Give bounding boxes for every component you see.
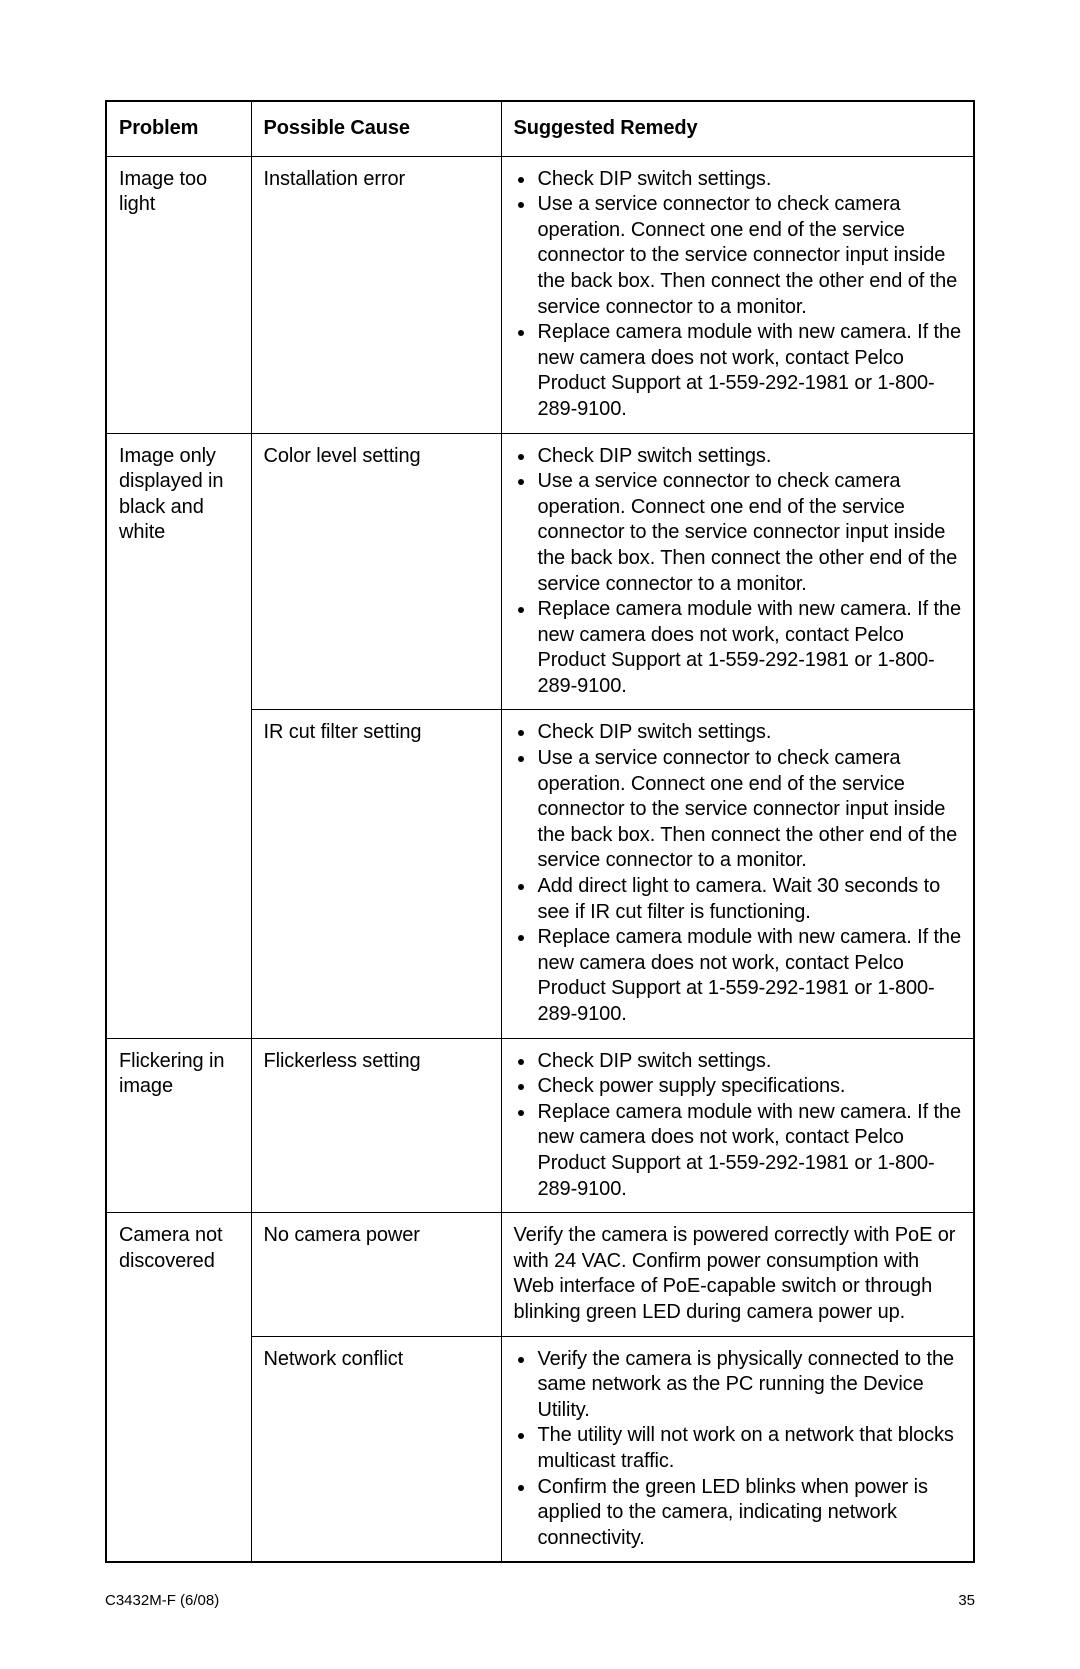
remedy-list-item: Verify the camera is physically connecte… — [536, 1347, 962, 1424]
remedy-list-item: Use a service connector to check camera … — [536, 192, 962, 320]
cell-cause: Flickerless setting — [251, 1038, 501, 1213]
remedy-list: Check DIP switch settings.Check power su… — [514, 1049, 962, 1203]
remedy-list-item: Check DIP switch settings. — [536, 444, 962, 470]
cell-problem: Camera not discovered — [106, 1213, 251, 1563]
table-row: Flickering in imageFlickerless settingCh… — [106, 1038, 974, 1213]
cell-cause: Installation error — [251, 156, 501, 433]
remedy-list-item: Use a service connector to check camera … — [536, 746, 962, 874]
remedy-list: Check DIP switch settings.Use a service … — [514, 167, 962, 423]
remedy-list-item: Replace camera module with new camera. I… — [536, 597, 962, 699]
remedy-list-item: Add direct light to camera. Wait 30 seco… — [536, 874, 962, 925]
remedy-list-item: Check DIP switch settings. — [536, 720, 962, 746]
cell-problem: Image only displayed in black and white — [106, 433, 251, 1038]
remedy-list-item: Check DIP switch settings. — [536, 167, 962, 193]
remedy-list-item: Replace camera module with new camera. I… — [536, 925, 962, 1027]
remedy-list-item: The utility will not work on a network t… — [536, 1423, 962, 1474]
remedy-list: Check DIP switch settings.Use a service … — [514, 720, 962, 1027]
header-problem: Problem — [106, 101, 251, 156]
cell-cause: No camera power — [251, 1213, 501, 1336]
cell-problem: Image too light — [106, 156, 251, 433]
cell-remedy: Check DIP switch settings.Use a service … — [501, 156, 974, 433]
remedy-list-item: Check DIP switch settings. — [536, 1049, 962, 1075]
footer-page-number: 35 — [958, 1592, 975, 1609]
remedy-list-item: Replace camera module with new camera. I… — [536, 1100, 962, 1202]
table-row: Camera not discoveredNo camera powerVeri… — [106, 1213, 974, 1336]
remedy-list-item: Use a service connector to check camera … — [536, 469, 962, 597]
cell-cause: Color level setting — [251, 433, 501, 710]
remedy-list-item: Check power supply specifications. — [536, 1074, 962, 1100]
header-remedy: Suggested Remedy — [501, 101, 974, 156]
cell-problem: Flickering in image — [106, 1038, 251, 1213]
cell-remedy: Check DIP switch settings.Use a service … — [501, 710, 974, 1038]
cell-remedy: Verify the camera is physically connecte… — [501, 1336, 974, 1562]
troubleshooting-table: Problem Possible Cause Suggested Remedy … — [105, 100, 975, 1563]
table-body: Image too lightInstallation errorCheck D… — [106, 156, 974, 1562]
cell-remedy: Verify the camera is powered correctly w… — [501, 1213, 974, 1336]
cell-remedy: Check DIP switch settings.Check power su… — [501, 1038, 974, 1213]
page-footer: C3432M-F (6/08) 35 — [105, 1592, 975, 1609]
table-row: Image only displayed in black and whiteC… — [106, 433, 974, 710]
header-cause: Possible Cause — [251, 101, 501, 156]
cell-cause: IR cut filter setting — [251, 710, 501, 1038]
footer-doc-id: C3432M-F (6/08) — [105, 1592, 219, 1609]
table-row: Image too lightInstallation errorCheck D… — [106, 156, 974, 433]
table-header-row: Problem Possible Cause Suggested Remedy — [106, 101, 974, 156]
page: Problem Possible Cause Suggested Remedy … — [0, 0, 1080, 1669]
remedy-list-item: Confirm the green LED blinks when power … — [536, 1475, 962, 1552]
cell-remedy: Check DIP switch settings.Use a service … — [501, 433, 974, 710]
remedy-list: Check DIP switch settings.Use a service … — [514, 444, 962, 700]
remedy-list-item: Replace camera module with new camera. I… — [536, 320, 962, 422]
cell-cause: Network conflict — [251, 1336, 501, 1562]
remedy-list: Verify the camera is physically connecte… — [514, 1347, 962, 1552]
